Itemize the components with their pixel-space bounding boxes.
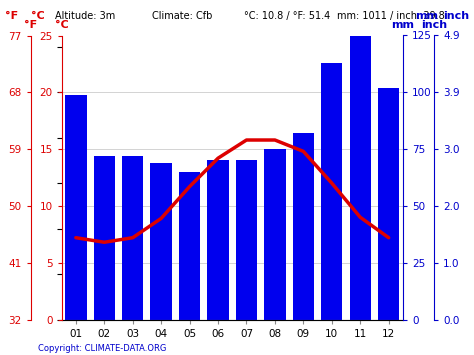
Text: Climate: Cfb: Climate: Cfb xyxy=(152,11,212,21)
Bar xyxy=(93,156,115,320)
Bar xyxy=(349,33,371,320)
Bar xyxy=(264,149,285,320)
Text: °C: °C xyxy=(31,11,45,21)
Text: Altitude: 3m: Altitude: 3m xyxy=(55,11,115,21)
Bar xyxy=(207,160,228,320)
Text: inch: inch xyxy=(421,20,447,30)
Text: mm: 1011 / inch: 39.8: mm: 1011 / inch: 39.8 xyxy=(337,11,444,21)
Bar xyxy=(321,63,342,320)
Bar xyxy=(150,163,172,320)
Text: °F: °F xyxy=(5,11,18,21)
Text: °F: °F xyxy=(24,20,37,30)
Text: mm: mm xyxy=(392,20,414,30)
Text: mm: mm xyxy=(415,11,438,21)
Bar xyxy=(236,160,257,320)
Text: Copyright: CLIMATE-DATA.ORG: Copyright: CLIMATE-DATA.ORG xyxy=(38,344,166,353)
Text: inch: inch xyxy=(443,11,469,21)
Bar xyxy=(179,172,200,320)
Text: °C: 10.8 / °F: 51.4: °C: 10.8 / °F: 51.4 xyxy=(244,11,330,21)
Text: °C: °C xyxy=(55,20,69,30)
Bar xyxy=(378,88,399,320)
Bar xyxy=(65,94,86,320)
Bar xyxy=(292,133,314,320)
Bar xyxy=(122,156,143,320)
